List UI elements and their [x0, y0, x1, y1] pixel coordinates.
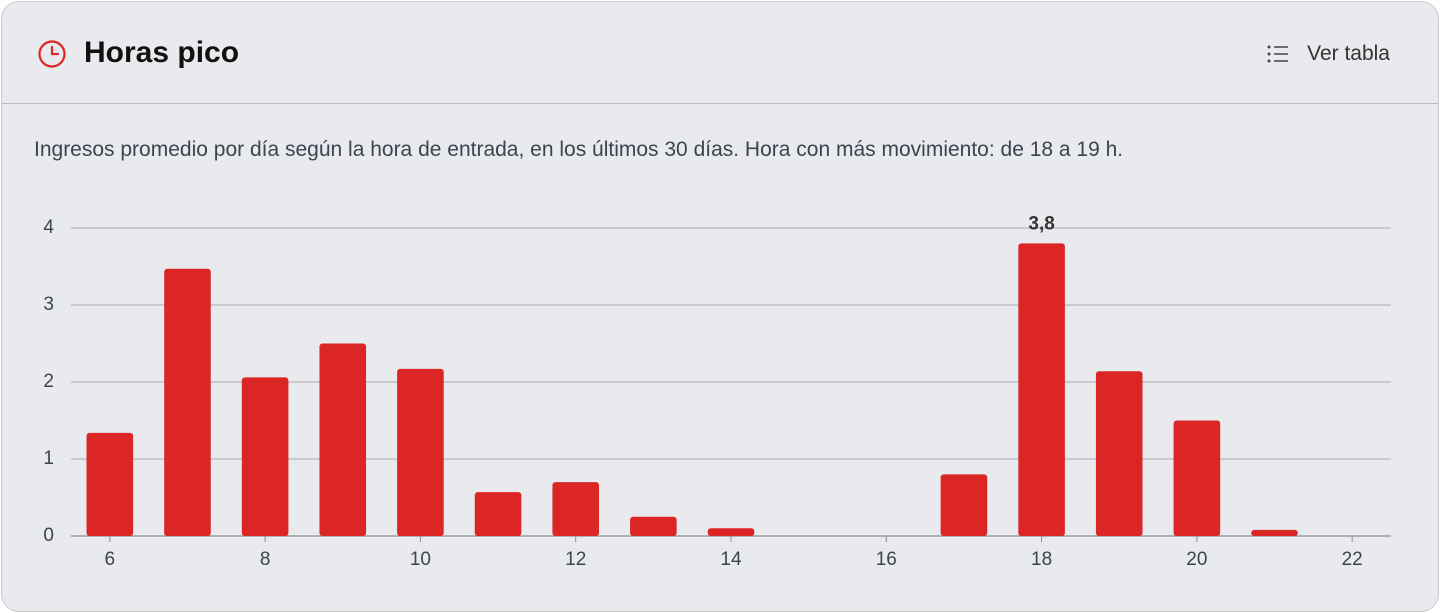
bar [474, 492, 522, 536]
bar [1018, 243, 1065, 536]
bar [552, 482, 599, 536]
x-tick-label: 14 [720, 549, 742, 570]
x-tick-label: 22 [1342, 549, 1363, 570]
x-tick-label: 8 [260, 549, 271, 570]
list-icon[interactable] [1267, 45, 1289, 63]
x-tick-label: 20 [1186, 549, 1207, 570]
bar [707, 528, 755, 536]
bar [86, 432, 134, 536]
bar [630, 516, 677, 536]
bar [1095, 371, 1143, 536]
description: Ingresos promedio por día según la hora … [34, 138, 1124, 161]
bar [1173, 420, 1221, 536]
clock-icon [38, 40, 66, 68]
card-header: Horas pico Ver tabla [2, 2, 1438, 104]
bar [1251, 529, 1298, 536]
value-label: 3,8 [1028, 213, 1054, 234]
bar [940, 474, 988, 536]
view-table-button[interactable]: Ver tabla [1307, 42, 1390, 65]
x-tick-label: 10 [410, 549, 431, 570]
card-title: Horas pico [84, 36, 240, 69]
y-tick-label: 0 [43, 525, 54, 546]
bar [164, 268, 211, 536]
y-tick-label: 4 [43, 217, 54, 238]
y-tick-label: 2 [43, 371, 54, 392]
x-tick-label: 6 [105, 549, 116, 570]
x-tick-label: 16 [876, 549, 897, 570]
bar [397, 368, 444, 536]
y-tick-label: 3 [43, 294, 54, 315]
x-tick-label: 18 [1031, 549, 1052, 570]
y-tick-label: 1 [43, 448, 54, 469]
bar [241, 377, 289, 536]
x-tick-label: 12 [565, 549, 586, 570]
bar [319, 343, 367, 536]
